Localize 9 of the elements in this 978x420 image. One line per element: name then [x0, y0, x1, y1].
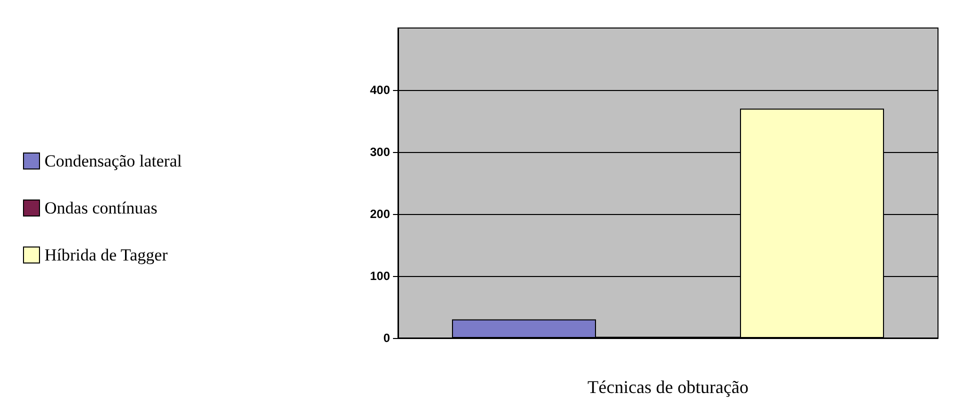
- x-axis-title: Técnicas de obturação: [588, 377, 748, 397]
- legend-label: Condensação lateral: [44, 152, 182, 170]
- legend-label: Híbrida de Tagger: [44, 246, 168, 264]
- y-tick-label: 300: [370, 145, 390, 159]
- legend-label: Ondas contínuas: [44, 198, 158, 218]
- y-tick-label: 0: [383, 331, 390, 345]
- y-tick-label: 200: [370, 207, 390, 221]
- y-tick-label: 100: [370, 269, 390, 283]
- y-tick-label: 400: [370, 83, 390, 97]
